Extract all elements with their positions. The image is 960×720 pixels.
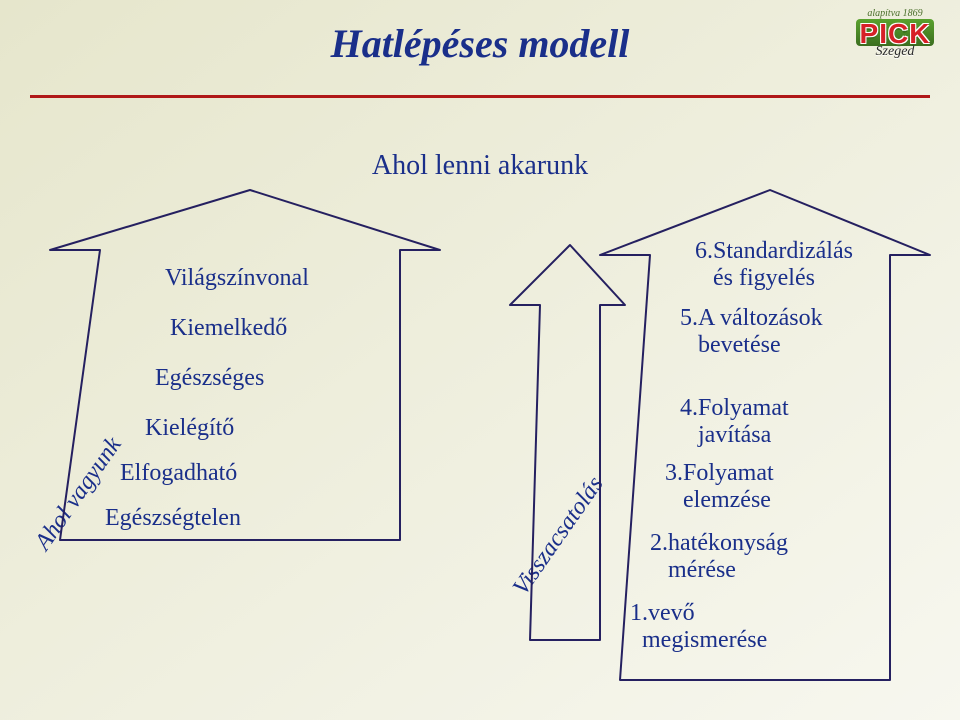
- logo-brand: PICK: [856, 19, 935, 46]
- title-text: Hatlépéses modell: [331, 21, 630, 66]
- subtitle: Ahol lenni akarunk: [0, 150, 960, 182]
- step-3: 3.Folyamat elemzése: [665, 460, 774, 514]
- step-4: 4.Folyamat javítása: [680, 395, 789, 449]
- level-3: Kielégítő: [145, 415, 234, 442]
- feedback-arrow: [510, 245, 625, 640]
- brand-logo: alapítva 1869 PICK Szeged: [840, 8, 950, 86]
- level-5: Egészségtelen: [105, 505, 241, 532]
- step-1: 1.vevő megismerése: [630, 600, 767, 654]
- slide: Hatlépéses modell Ahol lenni akarunk ala…: [0, 0, 960, 720]
- logo-city: Szeged: [840, 44, 950, 60]
- step-6: 6.Standardizálás és figyelés: [695, 238, 853, 292]
- level-1: Kiemelkedő: [170, 315, 287, 342]
- level-4: Elfogadható: [120, 460, 237, 487]
- step-2: 2.hatékonyság mérése: [650, 530, 788, 584]
- step-5: 5.A változások bevetése: [680, 305, 823, 359]
- page-title: Hatlépéses modell: [0, 20, 960, 67]
- level-0: Világszínvonal: [165, 265, 309, 292]
- subtitle-text: Ahol lenni akarunk: [372, 150, 588, 181]
- arrows-layer: [0, 0, 960, 720]
- level-2: Egészséges: [155, 365, 264, 392]
- title-divider: [30, 95, 930, 98]
